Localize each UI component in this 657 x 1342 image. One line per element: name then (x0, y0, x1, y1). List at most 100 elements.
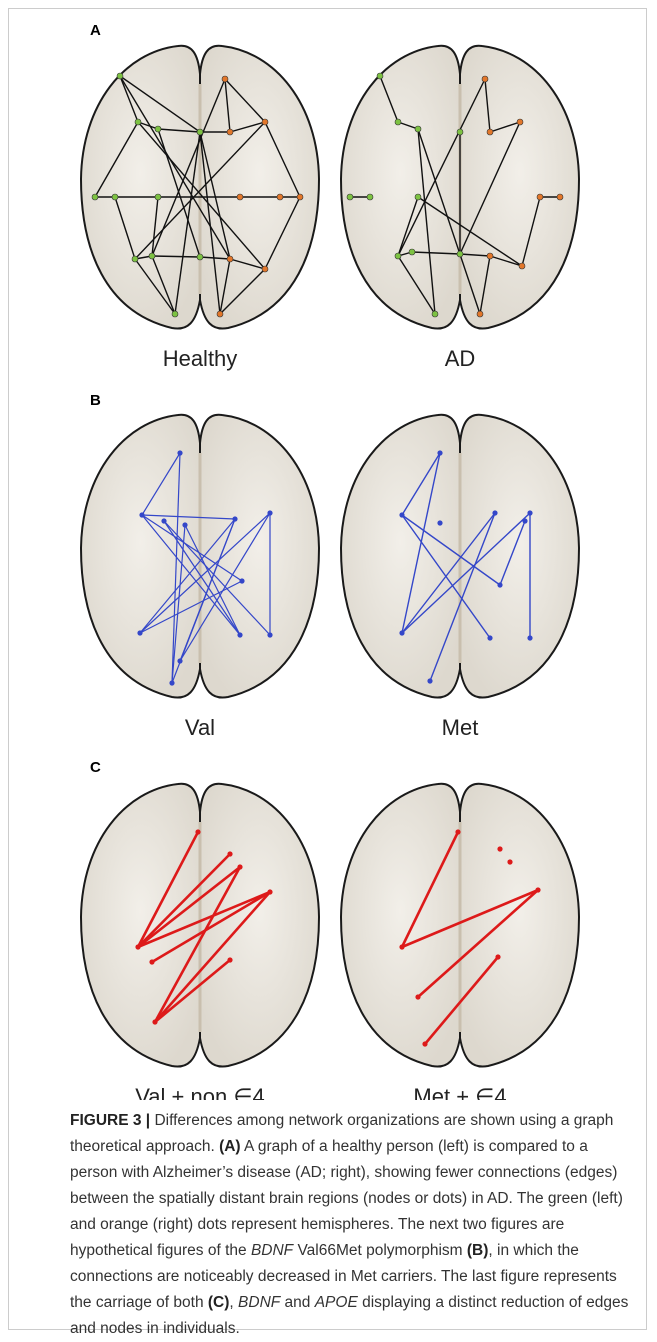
panel-label: A (90, 22, 101, 39)
node (152, 1019, 157, 1024)
brain-hemisphere (341, 415, 460, 698)
node (267, 632, 272, 637)
brain-label: Val + non ∈4 (135, 1084, 264, 1100)
node (427, 678, 432, 683)
node (227, 957, 232, 962)
node (135, 944, 140, 949)
node (222, 76, 228, 82)
node (227, 256, 233, 262)
node (399, 944, 404, 949)
node (497, 846, 502, 851)
node (517, 119, 523, 125)
brain-label: AD (445, 346, 476, 371)
node (492, 510, 497, 515)
node (495, 954, 500, 959)
node (232, 516, 237, 521)
node (527, 510, 532, 515)
brain-hemisphere (200, 415, 319, 698)
node (455, 829, 460, 834)
node (217, 311, 223, 317)
node (487, 129, 493, 135)
panel-label: B (90, 392, 101, 409)
caption: FIGURE 3 | Differences among network org… (70, 1108, 636, 1342)
panel-label: C (90, 759, 101, 776)
caption-text: (B) (467, 1242, 489, 1259)
node (477, 311, 483, 317)
node (519, 263, 525, 269)
node (195, 829, 200, 834)
node (522, 518, 527, 523)
brain-hemisphere (200, 784, 319, 1067)
brain-hemisphere (81, 784, 200, 1067)
node (172, 311, 178, 317)
node (277, 194, 283, 200)
node (237, 632, 242, 637)
node (437, 450, 442, 455)
brain-hemisphere (200, 46, 319, 329)
node (177, 450, 182, 455)
node (457, 129, 463, 135)
node (415, 126, 421, 132)
caption-text: (C) (208, 1294, 230, 1311)
node (169, 680, 174, 685)
node (132, 256, 138, 262)
caption-text: FIGURE 3 | (70, 1112, 150, 1129)
node (155, 194, 161, 200)
brain-label: Met + ∈4 (413, 1084, 506, 1100)
node (395, 119, 401, 125)
caption-text: and (280, 1294, 314, 1311)
node (267, 510, 272, 515)
node (197, 129, 203, 135)
node (422, 1041, 427, 1046)
caption-text: Val66Met polymorphism (293, 1242, 467, 1259)
node (262, 266, 268, 272)
caption-text: A graph of a healthy person (left) is co… (70, 1138, 623, 1259)
node (149, 253, 155, 259)
node (137, 630, 142, 635)
node (409, 249, 415, 255)
node (377, 73, 383, 79)
node (227, 129, 233, 135)
caption-text: (A) (219, 1138, 241, 1155)
node (237, 194, 243, 200)
figure: AHealthyADBValMetCVal + non ∈4Met + ∈4 (0, 0, 657, 1100)
node (135, 119, 141, 125)
node (367, 194, 373, 200)
node (139, 512, 144, 517)
node (262, 119, 268, 125)
node (487, 253, 493, 259)
node (482, 76, 488, 82)
node (227, 851, 232, 856)
node (182, 522, 187, 527)
brain-hemisphere (81, 46, 200, 329)
page: AHealthyADBValMetCVal + non ∈4Met + ∈4 F… (0, 0, 657, 1340)
node (112, 194, 118, 200)
brain-hemisphere (460, 46, 579, 329)
node (457, 251, 463, 257)
node (395, 253, 401, 259)
brain-hemisphere (341, 46, 460, 329)
node (432, 311, 438, 317)
node (155, 126, 161, 132)
node (161, 518, 166, 523)
node (149, 959, 154, 964)
node (267, 889, 272, 894)
caption-text: BDNF (251, 1242, 293, 1259)
node (297, 194, 303, 200)
node (239, 578, 244, 583)
brain-label: Met (442, 715, 479, 740)
node (117, 73, 123, 79)
caption-text: APOE (315, 1294, 358, 1311)
node (92, 194, 98, 200)
node (527, 635, 532, 640)
node (399, 630, 404, 635)
node (487, 635, 492, 640)
node (537, 194, 543, 200)
node (347, 194, 353, 200)
node (237, 864, 242, 869)
brain-label: Val (185, 715, 215, 740)
node (535, 887, 540, 892)
brain-hemisphere (460, 784, 579, 1067)
node (177, 658, 182, 663)
caption-text: BDNF (238, 1294, 280, 1311)
